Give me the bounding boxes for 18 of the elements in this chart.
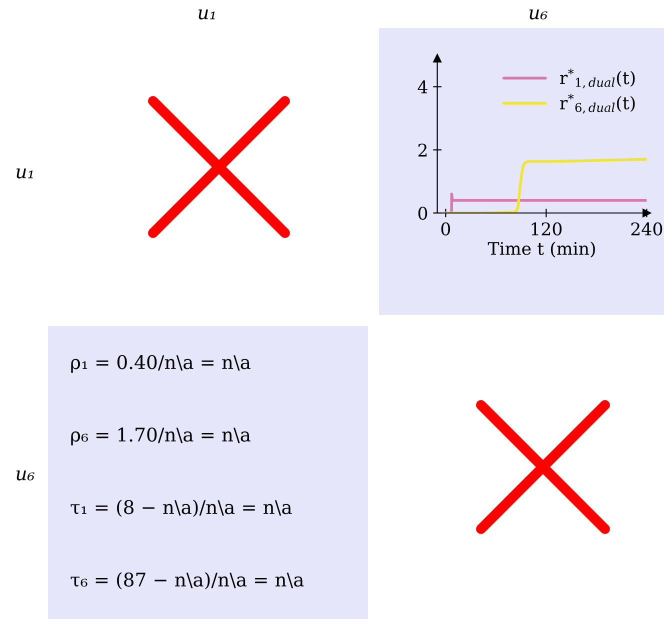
x-axis-title: Time t (min) — [488, 242, 595, 258]
text: u₆ — [16, 470, 34, 480]
text: τ₆ = (87 − n\a)/n\a = n\a — [70, 572, 304, 590]
legend-label: r$^{*}$$_{6,dual}$(t) — [560, 94, 635, 114]
line-series — [444, 158, 647, 213]
y-tick-label: 0 — [418, 206, 428, 220]
text: ρ₆ = 1.70/n\a = n\a — [71, 428, 250, 446]
text: u₁ — [198, 9, 215, 20]
x-tick-label: 0 — [441, 222, 450, 236]
y-tick-label: 2 — [418, 144, 427, 156]
y-tick-label: 4 — [418, 80, 428, 94]
text: τ₁ = (8 − n\a)/n\a = n\a — [70, 500, 292, 517]
legend-label: r$^{*}$$_{1,dual}$(t) — [560, 68, 635, 88]
x-tick-label: 120 — [532, 222, 562, 236]
chart-title: u₆ — [529, 9, 548, 20]
x-tick-label: 240 — [631, 222, 662, 236]
text: ρ₁ = 0.40/n\a = n\a — [71, 355, 250, 373]
text: u₁ — [16, 168, 33, 178]
